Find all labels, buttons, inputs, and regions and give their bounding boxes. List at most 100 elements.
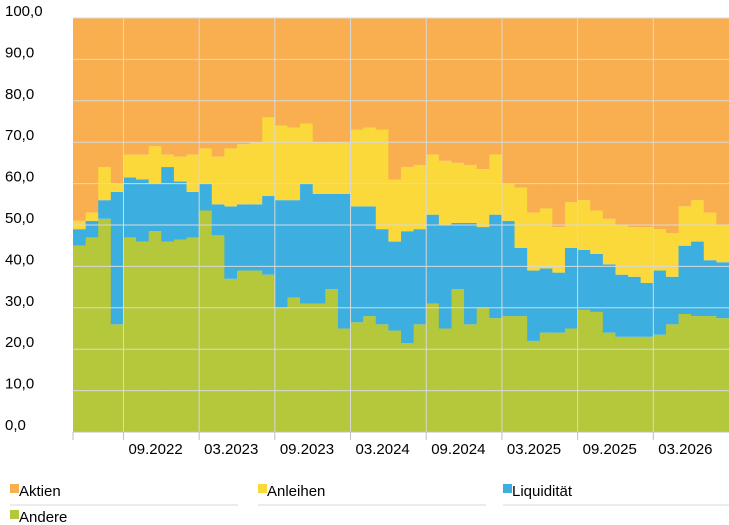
bar-segment: [350, 18, 364, 130]
bar-segment: [476, 169, 490, 228]
bar-segment: [401, 167, 415, 232]
bar-segment: [85, 237, 99, 432]
bar-segment: [312, 303, 326, 432]
legend-item: Liquidität: [503, 483, 729, 506]
bar-segment: [148, 183, 162, 232]
bar-segment: [161, 241, 175, 432]
bar-segment: [665, 324, 680, 432]
bar-segment: [123, 177, 137, 238]
bar-segment: [73, 245, 87, 432]
bar-segment: [224, 206, 238, 279]
bar-segment: [375, 324, 389, 432]
bar-segment: [274, 200, 289, 308]
bar-segment: [199, 210, 213, 432]
bar-segment: [489, 318, 503, 432]
bar-segment: [602, 264, 617, 333]
bar-segment: [552, 332, 566, 432]
bar-segment: [628, 276, 642, 337]
bar-segment: [552, 272, 566, 333]
bar-segment: [388, 330, 402, 432]
bar-segment: [413, 229, 427, 325]
bar-segment: [703, 18, 717, 213]
bar-segment: [401, 231, 415, 343]
bar-segment: [438, 18, 453, 161]
bar-segment: [136, 154, 150, 180]
bar-segment: [590, 18, 604, 211]
bar-segment: [249, 142, 263, 205]
bar-segment: [237, 270, 251, 432]
legend-swatch: [503, 484, 512, 493]
bar-segment: [262, 117, 276, 197]
bar-segment: [565, 18, 579, 203]
bar-segment: [703, 316, 717, 432]
bar-segment: [628, 18, 642, 228]
bar-segment: [388, 18, 402, 180]
bar-segment: [602, 218, 617, 265]
bar-segment: [262, 274, 276, 432]
bar-segment: [363, 316, 377, 432]
y-tick-label: 50,0: [5, 210, 34, 227]
bar-segment: [337, 142, 352, 194]
bar-segment: [199, 148, 213, 184]
legend-swatch: [10, 484, 19, 493]
bar-segment: [287, 297, 301, 432]
bar-segment: [716, 318, 729, 432]
bar-segment: [691, 316, 705, 432]
bar-segment: [615, 225, 629, 275]
x-tick-label: 09.2022: [128, 441, 182, 458]
bar-segment: [577, 18, 591, 201]
bar-segment: [413, 164, 427, 230]
bar-segment: [173, 239, 188, 432]
bar-segment: [325, 18, 339, 143]
bar-segment: [136, 179, 150, 242]
bar-segment: [514, 18, 528, 188]
bar-segment: [678, 206, 692, 246]
bar-segment: [98, 218, 112, 432]
bar-segment: [640, 336, 654, 432]
bar-segment: [678, 18, 692, 207]
bar-segment: [590, 311, 604, 432]
bar-segment: [211, 204, 225, 236]
bar-segment: [148, 18, 162, 147]
bar-segment: [691, 200, 705, 242]
bar-segment: [224, 148, 238, 207]
bar-segment: [691, 18, 705, 201]
bar-segment: [85, 18, 99, 213]
legend-item: Anleihen: [258, 483, 486, 506]
y-tick-label: 30,0: [5, 293, 34, 310]
y-tick-label: 20,0: [5, 334, 34, 351]
bar-segment: [110, 324, 125, 432]
bar-segment: [274, 125, 289, 201]
bar-segment: [85, 220, 99, 238]
x-tick-label: 09.2024: [431, 441, 485, 458]
bar-segment: [552, 18, 566, 228]
bar-segment: [148, 146, 162, 184]
bar-segment: [438, 160, 453, 225]
legend-label: Anleihen: [267, 483, 325, 500]
bar-segment: [565, 328, 579, 432]
x-tick-label: 03.2024: [356, 441, 410, 458]
bar-segment: [602, 332, 617, 432]
bar-segment: [337, 193, 352, 329]
bar-segment: [653, 334, 667, 432]
bar-segment: [161, 18, 175, 155]
bar-segment: [552, 227, 566, 273]
bar-segment: [703, 260, 717, 317]
bar-segment: [325, 193, 339, 290]
bar-segment: [716, 262, 729, 319]
bar-segment: [413, 324, 427, 432]
bar-segment: [665, 276, 680, 325]
bar-segment: [501, 316, 516, 432]
bar-segment: [136, 18, 150, 155]
bar-segment: [161, 167, 175, 242]
bar-segment: [514, 247, 528, 317]
bar-segment: [249, 270, 263, 432]
bar-segment: [464, 164, 478, 223]
bar-segment: [590, 253, 604, 312]
bar-segment: [73, 229, 87, 246]
bar-segment: [312, 193, 326, 304]
bar-segment: [211, 235, 225, 432]
bar-segment: [426, 303, 440, 432]
bar-segment: [438, 225, 453, 329]
